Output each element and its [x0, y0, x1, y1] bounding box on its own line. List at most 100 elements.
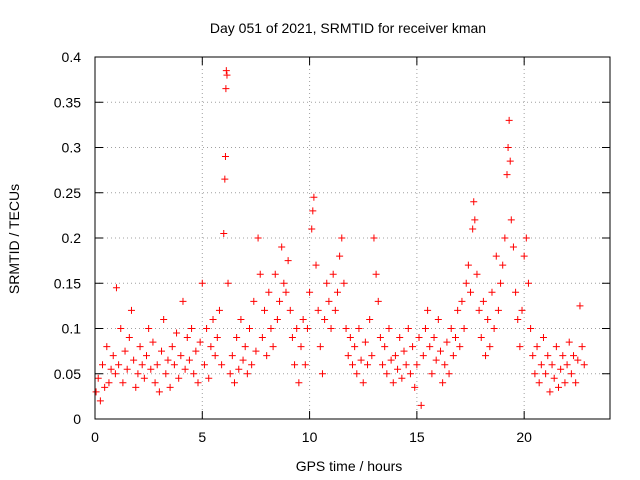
data-point	[514, 315, 522, 323]
data-point	[222, 67, 230, 75]
data-point	[239, 356, 247, 364]
data-point	[173, 329, 181, 337]
data-point	[471, 216, 479, 224]
data-point	[430, 334, 438, 342]
data-point	[299, 315, 307, 323]
data-point	[477, 334, 485, 342]
data-point	[235, 365, 243, 373]
y-tick-label: 0	[73, 411, 81, 427]
data-point	[190, 370, 198, 378]
y-tick-label: 0.05	[54, 366, 81, 382]
data-point	[310, 193, 318, 201]
data-point	[524, 279, 532, 287]
data-point	[531, 370, 539, 378]
data-point	[488, 288, 496, 296]
data-point	[149, 338, 157, 346]
data-point	[96, 397, 104, 405]
data-point	[107, 365, 115, 373]
data-point	[417, 401, 425, 409]
data-point	[447, 325, 455, 332]
data-point	[539, 334, 547, 342]
data-point	[387, 356, 395, 364]
data-point	[143, 352, 150, 360]
x-tick-label: 5	[198, 429, 206, 445]
data-point	[391, 352, 399, 360]
data-point	[233, 334, 241, 342]
data-point	[546, 388, 554, 396]
data-point	[572, 379, 580, 387]
data-point	[284, 257, 292, 265]
data-point	[125, 334, 133, 342]
data-point	[185, 356, 193, 364]
data-point	[226, 370, 234, 378]
data-point	[559, 352, 567, 360]
data-point	[318, 370, 326, 378]
data-point	[243, 370, 251, 378]
data-point	[428, 370, 436, 378]
data-point	[404, 325, 412, 332]
data-point	[376, 334, 384, 342]
data-point	[458, 297, 466, 305]
data-point	[409, 343, 417, 351]
data-point	[295, 379, 303, 387]
data-point	[503, 171, 511, 179]
data-point	[134, 370, 142, 378]
data-point	[329, 270, 337, 278]
data-point	[145, 325, 153, 332]
data-point	[338, 234, 346, 242]
data-point	[460, 325, 468, 332]
data-point	[252, 347, 260, 355]
data-point	[372, 270, 380, 278]
data-point	[312, 261, 320, 269]
data-point	[415, 334, 423, 342]
data-point	[456, 343, 464, 351]
data-point	[166, 383, 174, 391]
data-point	[359, 379, 367, 387]
data-point	[205, 374, 213, 382]
data-point	[336, 252, 344, 260]
data-point	[518, 306, 526, 314]
data-point	[105, 379, 113, 387]
data-point	[385, 325, 393, 332]
data-point	[271, 270, 279, 278]
data-point	[151, 379, 159, 387]
data-point	[168, 343, 176, 351]
data-point	[432, 356, 440, 364]
data-point	[490, 325, 498, 332]
data-point	[164, 356, 172, 364]
data-point	[479, 297, 487, 305]
data-point	[550, 374, 558, 382]
data-point	[353, 370, 361, 378]
data-point	[138, 361, 146, 369]
data-point	[366, 315, 374, 323]
data-point	[221, 175, 229, 183]
data-point	[175, 374, 183, 382]
chart-title: Day 051 of 2021, SRMTID for receiver kma…	[210, 20, 486, 36]
data-point	[203, 325, 211, 332]
data-point	[140, 374, 148, 382]
data-point	[512, 288, 520, 296]
data-point	[349, 361, 356, 369]
data-point	[544, 352, 552, 360]
data-point	[406, 370, 414, 378]
data-point	[501, 234, 509, 242]
data-point	[527, 325, 535, 332]
x-tick-label: 20	[516, 429, 532, 445]
data-point	[286, 306, 294, 314]
data-point	[221, 153, 229, 161]
data-point	[123, 365, 131, 373]
data-point	[509, 243, 517, 251]
data-point	[250, 297, 258, 305]
data-point	[127, 306, 135, 314]
data-point	[309, 207, 317, 215]
data-point	[267, 325, 275, 332]
data-point	[237, 315, 245, 323]
data-point	[331, 306, 339, 314]
data-point	[323, 279, 331, 287]
y-tick-label: 0.25	[54, 185, 81, 201]
data-point	[452, 334, 459, 342]
data-point	[351, 343, 359, 351]
data-point	[482, 352, 490, 360]
data-point	[248, 361, 256, 369]
